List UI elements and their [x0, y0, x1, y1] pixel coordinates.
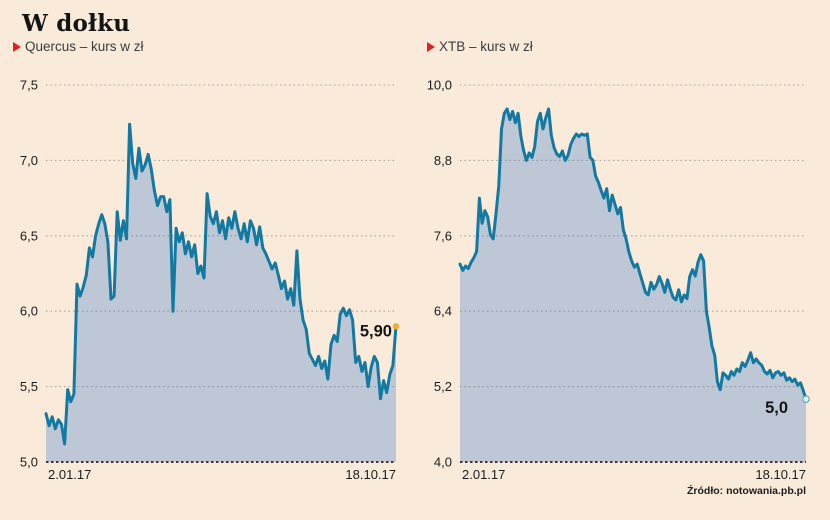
y-tick-label: 6,4 [434, 304, 452, 319]
legend-quercus-label: Quercus – kurs w zł [25, 39, 144, 54]
y-tick-label: 7,5 [20, 78, 38, 93]
end-marker-circle [802, 395, 810, 403]
y-tick-label: 8,8 [434, 153, 452, 168]
y-tick-label: 7,0 [20, 153, 38, 168]
page-title: W dołku [22, 10, 131, 37]
legend-triangle-icon [427, 41, 435, 52]
chart-quercus: 7,5 7,0 6,5 6,0 5,5 5,0 5,90 2.01.17 18.10.17 [20, 78, 400, 482]
series-area [460, 108, 806, 463]
x-tick-label-end: 18.10.17 [755, 467, 806, 482]
y-tick-label: 6,0 [20, 304, 38, 319]
end-value-label: 5,0 [765, 399, 788, 417]
series-line [44, 122, 398, 446]
y-tick-label: 7,6 [434, 228, 452, 243]
series-line [458, 107, 808, 401]
source-note: Źródło: notowania.pb.pl [687, 485, 806, 497]
x-tick-label-end: 18.10.17 [345, 467, 396, 482]
end-marker-dot [392, 323, 400, 330]
y-tick-label: 5,0 [20, 455, 38, 470]
legend-quercus: Quercus – kurs w zł [13, 39, 144, 54]
x-tick-label-start: 2.01.17 [48, 467, 91, 482]
y-tick-label: 6,5 [20, 228, 38, 243]
chart-xtb: 10,0 8,8 7,6 6,4 5,2 4,0 5,0 2.01.17 18.10.17 [427, 78, 810, 482]
y-tick-label: 5,2 [434, 379, 452, 394]
y-tick-label: 5,5 [20, 379, 38, 394]
y-tick-label: 10,0 [427, 78, 452, 93]
legend-xtb: XTB – kurs w zł [427, 39, 533, 54]
x-tick-label-start: 2.01.17 [462, 467, 505, 482]
series-area [46, 124, 396, 462]
end-value-label: 5,90 [360, 322, 392, 340]
legend-xtb-label: XTB – kurs w zł [439, 39, 533, 54]
legend-triangle-icon [13, 41, 21, 52]
y-tick-label: 4,0 [434, 455, 452, 470]
